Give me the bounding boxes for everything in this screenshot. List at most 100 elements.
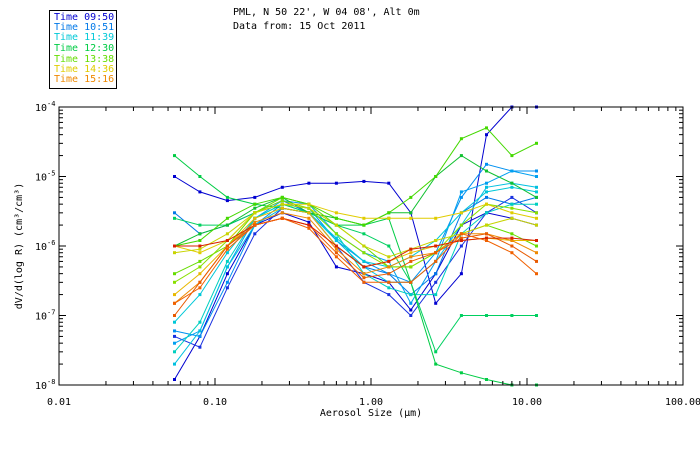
data-point [459, 239, 463, 242]
data-point [225, 199, 229, 203]
data-point [334, 181, 338, 185]
data-point [280, 195, 284, 199]
data-point [362, 272, 366, 276]
data-point [334, 251, 338, 255]
data-point [409, 265, 413, 269]
legend-item-0950: Time 09:50 [54, 12, 115, 23]
data-point [387, 211, 391, 215]
data-point [535, 239, 538, 242]
data-point [253, 232, 257, 236]
data-point [173, 244, 176, 248]
data-point [362, 179, 366, 183]
legend-item-1051: Time 10:51 [54, 22, 115, 33]
data-point [198, 272, 202, 276]
data-point [387, 244, 391, 248]
series-0 [173, 211, 538, 381]
data-point [434, 239, 438, 242]
data-point [334, 244, 338, 248]
x-tick-label: 10.00 [512, 397, 542, 408]
data-point [362, 251, 366, 255]
data-point [387, 181, 391, 185]
data-point [485, 232, 488, 236]
data-point [334, 255, 338, 259]
data-point [280, 206, 284, 210]
data-point [434, 259, 438, 263]
data-point [485, 169, 488, 173]
data-point [459, 137, 463, 141]
data-point [485, 378, 488, 381]
data-point [198, 293, 202, 297]
data-point [459, 190, 463, 194]
data-point [307, 223, 311, 227]
data-point [434, 216, 438, 220]
data-point [535, 259, 538, 263]
data-point [485, 162, 488, 166]
data-point [510, 206, 514, 210]
series-line [174, 127, 537, 247]
data-point [434, 251, 438, 255]
data-point [198, 247, 202, 251]
data-point [485, 211, 488, 215]
data-point [173, 350, 176, 354]
data-point [362, 223, 366, 227]
data-point [198, 280, 202, 284]
data-point [362, 259, 366, 263]
data-point [225, 195, 229, 199]
data-point [459, 211, 463, 215]
data-point [535, 272, 538, 276]
data-point [510, 251, 514, 255]
data-point [334, 265, 338, 269]
data-point [334, 239, 338, 242]
data-point [409, 195, 413, 199]
data-point [280, 202, 284, 206]
data-point [173, 329, 176, 333]
data-point [459, 223, 463, 227]
series-12 [173, 195, 538, 276]
data-point [334, 216, 338, 220]
data-point [485, 195, 488, 199]
data-point [535, 251, 538, 255]
data-point [307, 206, 311, 210]
legend-item-1139: Time 11:39 [54, 32, 115, 43]
x-tick-label: 0.01 [47, 397, 71, 408]
y-tick-label: 10-5 [35, 170, 55, 184]
data-point [253, 216, 257, 220]
y-tick-label: 10-8 [35, 378, 55, 392]
data-point [173, 301, 176, 305]
data-point [510, 232, 514, 236]
data-point [387, 286, 391, 290]
data-point [510, 211, 514, 215]
data-point [535, 169, 538, 173]
data-point [510, 216, 514, 220]
data-point [409, 211, 413, 215]
data-point [280, 216, 284, 220]
data-point [510, 154, 514, 158]
y-tick-label: 10-6 [35, 239, 55, 253]
data-point [198, 286, 202, 290]
data-point [510, 195, 514, 199]
chart-subtitle: Data from: 15 Oct 2011 [233, 21, 366, 32]
data-point [409, 308, 413, 312]
data-point [225, 223, 229, 227]
data-point [225, 247, 229, 251]
x-tick-label: 1.00 [359, 397, 383, 408]
data-point [173, 320, 176, 324]
x-tick-label: 100.00 [665, 397, 700, 408]
data-point [535, 175, 538, 178]
data-point [459, 232, 463, 236]
data-point [307, 226, 311, 230]
data-point [387, 216, 391, 220]
data-point [307, 202, 311, 206]
data-point [198, 329, 202, 333]
legend-item-1436: Time 14:36 [54, 64, 115, 75]
data-point [409, 301, 413, 305]
data-point [173, 280, 176, 284]
data-point [485, 314, 488, 317]
y-tick-label: 10-7 [35, 309, 55, 323]
data-point [485, 236, 488, 240]
data-point [434, 350, 438, 354]
plot-frame [58, 106, 684, 386]
data-point [198, 239, 202, 242]
data-point [535, 190, 538, 194]
